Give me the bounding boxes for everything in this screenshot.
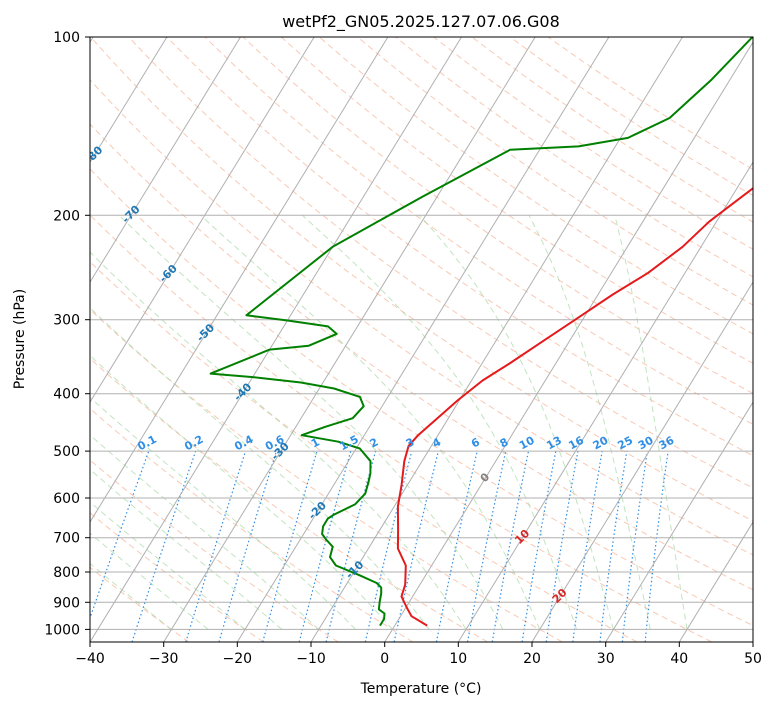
dry-adiabat-line (90, 512, 264, 642)
y-tick-label: 900 (53, 595, 80, 611)
y-tick-label: 300 (53, 313, 80, 329)
y-tick-label: 700 (53, 531, 80, 547)
isotherm-line (310, 37, 683, 642)
temperature-trace (396, 186, 753, 627)
dry-adiabat-line (90, 168, 753, 627)
mixing-ratio-line (572, 450, 603, 642)
isotherm-line (531, 281, 753, 642)
dry-adiabat-line (90, 566, 190, 642)
dry-adiabat-line (242, 37, 753, 394)
isotherm-line (90, 37, 241, 284)
y-tick-label: 100 (53, 30, 80, 46)
x-tick-label: 40 (670, 651, 688, 667)
isotherm-line (90, 37, 168, 164)
y-tick-label: 800 (53, 565, 80, 581)
mixing-ratio-line (185, 450, 247, 642)
y-tick-label: 500 (53, 444, 80, 460)
dry-adiabat-line (90, 79, 753, 556)
isotherm-line (90, 37, 389, 523)
x-tick-label: 10 (449, 651, 467, 667)
mixing-ratio-line (218, 450, 277, 642)
moist-adiabat-line (90, 307, 430, 630)
isobar-gridlines (90, 37, 753, 630)
x-tick-label: 30 (597, 651, 615, 667)
y-axis-label: Pressure (hPa) (12, 289, 28, 389)
moist-adiabat-line (118, 214, 504, 630)
dewpoint-trace (209, 37, 753, 627)
x-tick-label: −10 (296, 651, 326, 667)
y-axis-ticks: 1000 900 800 700 600 500 400 300 200 100 (44, 30, 90, 638)
dry-adiabat-line (90, 261, 638, 642)
mixing-ratio-line (621, 451, 648, 642)
mixing-ratio-line (435, 450, 478, 642)
x-tick-label: −30 (149, 651, 179, 667)
x-tick-label: 50 (744, 651, 762, 667)
isotherm-line (457, 161, 753, 642)
mixing-ratio-label: 20 (591, 434, 611, 453)
isotherm-line (163, 37, 536, 642)
isotherm-line (678, 521, 753, 642)
mixing-ratio-label: 30 (636, 434, 656, 453)
x-tick-label: 0 (380, 651, 389, 667)
x-axis-ticks: −40 −30 −20 −10 0 10 20 30 40 50 (75, 642, 762, 667)
mixing-ratio-line (644, 451, 669, 642)
sounding-traces (209, 37, 753, 627)
mixing-ratio-label: 36 (657, 434, 677, 453)
mixing-ratio-line (262, 450, 318, 642)
mixing-ratio-line (298, 450, 352, 642)
y-tick-label: 400 (53, 387, 80, 403)
mixing-ratio-line (131, 450, 197, 642)
x-tick-label: 20 (523, 651, 541, 667)
y-tick-label: 1000 (44, 622, 80, 638)
plot-frame (89, 36, 754, 643)
isotherm-line (90, 37, 315, 404)
plot-area: 0.10.20.40.611.52346810131620253036-100-… (90, 37, 753, 642)
mixing-ratio-line (599, 450, 628, 642)
x-axis-label: Temperature (°C) (360, 681, 482, 697)
dry-adiabat-line (90, 214, 712, 642)
dry-adiabat-line (90, 357, 488, 642)
mixing-ratio-line (364, 450, 413, 642)
mixing-ratio-lines (90, 450, 669, 642)
isotherm-line (236, 37, 610, 642)
mixing-ratio-label: 16 (566, 434, 586, 453)
mixing-ratio-label: 25 (615, 434, 635, 453)
isotherm-line (384, 41, 753, 642)
dry-adiabat-line (90, 308, 563, 642)
chart-title: wetPf2_GN05.2025.127.07.06.G08 (282, 12, 560, 32)
x-tick-label: −40 (75, 651, 105, 667)
isotherm-line (605, 401, 753, 642)
mixing-ratio-line (90, 450, 150, 620)
dry-adiabat-line (90, 123, 753, 591)
y-tick-label: 600 (53, 491, 80, 507)
moist-adiabat-line (200, 214, 541, 630)
x-tick-label: −20 (223, 651, 253, 667)
isotherm-line (90, 37, 462, 642)
dry-adiabat-line (90, 459, 339, 642)
dry-adiabat-line (204, 37, 753, 425)
dry-adiabat-line (280, 37, 753, 364)
y-tick-label: 200 (53, 208, 80, 224)
mixing-ratio-label: 10 (517, 434, 537, 453)
moist-adiabat-line (90, 396, 356, 630)
isotherm-gridlines (90, 37, 753, 642)
moist-adiabat-line (419, 214, 614, 630)
mixing-ratio-label: 13 (544, 434, 564, 453)
moist-adiabat-line (90, 251, 467, 630)
dry-adiabat-line (90, 37, 753, 522)
